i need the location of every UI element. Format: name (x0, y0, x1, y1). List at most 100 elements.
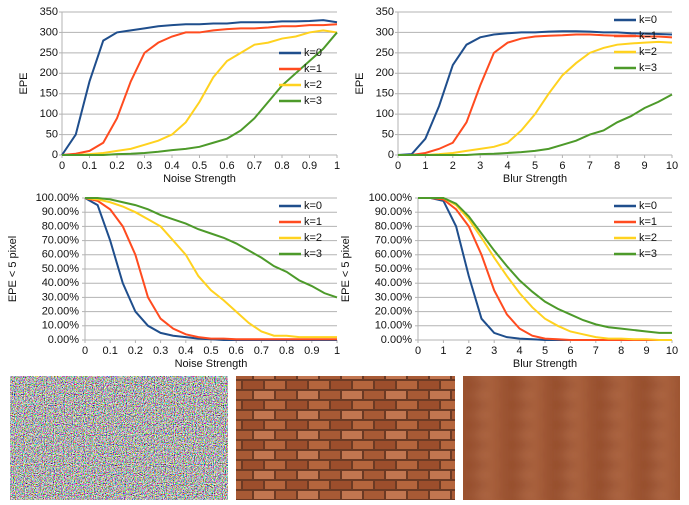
series-line (61, 23, 338, 156)
chart-panel: 0.00% 10.00% 20.00% 30.00% 40.00% 50.00% 60.00… (340, 192, 678, 370)
y-tick-label: 10.00% (42, 320, 80, 332)
y-tick-label: 80.00% (42, 220, 80, 232)
x-tick-label: 5 (532, 160, 538, 172)
x-tick-label: 6 (559, 160, 565, 172)
x-tick-label: 1 (334, 345, 340, 357)
x-axis-title: Blur Strength (503, 173, 567, 185)
x-tick-label: 6 (567, 345, 573, 357)
x-tick-label: 0.1 (82, 160, 97, 172)
legend-label: k=2 (304, 232, 322, 244)
y-axis-title: EPE (354, 72, 366, 94)
series-line (84, 197, 337, 339)
x-tick-label: 8 (618, 345, 624, 357)
legend-label: k=1 (304, 63, 322, 75)
series-line (398, 93, 673, 156)
y-tick-label: 250 (40, 47, 58, 59)
x-tick-label: 0.7 (247, 160, 262, 172)
y-tick-label: 70.00% (375, 235, 413, 247)
legend-label: k=3 (304, 248, 322, 260)
y-axis-title: EPE (18, 72, 30, 94)
y-tick-label: 250 (376, 47, 394, 59)
x-tick-label: 0.6 (229, 345, 244, 357)
y-tick-label: 150 (376, 88, 394, 100)
y-tick-label: 70.00% (42, 235, 80, 247)
legend-label: k=3 (639, 62, 657, 74)
series-line (61, 19, 338, 156)
y-tick-label: 100.00% (36, 192, 80, 204)
series-line (62, 29, 338, 156)
y-tick-label: 90.00% (42, 206, 80, 218)
y-tick-label: 200 (40, 67, 58, 79)
x-tick-label: 5 (542, 345, 548, 357)
x-tick-label: 1 (334, 160, 340, 172)
y-tick-label: 350 (376, 6, 394, 18)
x-tick-label: 3 (491, 345, 497, 357)
series-line (418, 197, 672, 341)
series-line (84, 197, 337, 341)
y-tick-label: 60.00% (375, 249, 413, 261)
legend-label: k=3 (639, 248, 657, 260)
x-tick-label: 0.5 (192, 160, 207, 172)
brick-image (236, 376, 455, 500)
y-tick-label: 50.00% (375, 263, 413, 275)
x-tick-label: 7 (587, 160, 593, 172)
y-tick-label: 30.00% (42, 291, 80, 303)
x-tick-label: 0 (82, 345, 88, 357)
x-tick-label: 0.3 (137, 160, 152, 172)
y-tick-label: 0 (52, 149, 58, 161)
y-tick-label: 50.00% (42, 263, 80, 275)
y-tick-label: 50 (46, 128, 58, 140)
series-line (62, 31, 338, 156)
x-tick-label: 0.9 (302, 160, 317, 172)
chart-panel: 0 50 100 150 200 250 300 350 0 1 2 3 4 5 6 7 8 9 10 Blur St… (354, 6, 678, 185)
x-tick-label: 2 (450, 160, 456, 172)
y-tick-label: 150 (40, 88, 58, 100)
x-tick-label: 4 (505, 160, 511, 172)
y-tick-label: 0.00% (381, 334, 412, 346)
x-tick-label: 0.8 (279, 345, 294, 357)
x-tick-label: 0.9 (304, 345, 319, 357)
x-tick-label: 0.1 (103, 345, 118, 357)
x-tick-label: 0.4 (164, 160, 179, 172)
legend-label: k=0 (639, 200, 657, 212)
x-tick-label: 0.5 (203, 345, 218, 357)
x-tick-label: 0.3 (153, 345, 168, 357)
y-axis-title: EPE < 5 pixel (7, 236, 19, 302)
y-tick-label: 20.00% (375, 306, 413, 318)
y-tick-label: 90.00% (375, 206, 413, 218)
legend-label: k=3 (304, 95, 322, 107)
x-axis-title: Noise Strength (175, 358, 248, 370)
series-line (397, 30, 673, 156)
legend-label: k=0 (304, 200, 322, 212)
x-tick-label: 3 (477, 160, 483, 172)
blurred-image (463, 376, 680, 500)
legend-label: k=0 (639, 14, 657, 26)
x-tick-label: 1 (440, 345, 446, 357)
legend-label: k=2 (304, 79, 322, 91)
x-tick-label: 8 (614, 160, 620, 172)
y-tick-label: 10.00% (375, 320, 413, 332)
x-tick-label: 9 (644, 345, 650, 357)
x-tick-label: 0.2 (128, 345, 143, 357)
x-tick-label: 0.6 (219, 160, 234, 172)
y-tick-label: 300 (40, 26, 58, 38)
y-tick-label: 100 (40, 108, 58, 120)
y-tick-label: 200 (376, 67, 394, 79)
x-axis-title: Noise Strength (163, 173, 236, 185)
x-tick-label: 4 (517, 345, 523, 357)
y-tick-label: 80.00% (375, 220, 413, 232)
chart-panel: 0 50 100 150 200 250 300 350 0 0.1 0.2 0.3 0.4 0.5 0.6… (18, 6, 340, 185)
y-axis-title: EPE < 5 pixel (340, 236, 352, 302)
legend-label: k=0 (304, 47, 322, 59)
x-tick-label: 0.8 (274, 160, 289, 172)
x-tick-label: 1 (422, 160, 428, 172)
chart-panel: 0.00% 10.00% 20.00% 30.00% 40.00% 50.00% 60.00… (7, 192, 340, 370)
x-tick-label: 0 (395, 160, 401, 172)
y-tick-label: 40.00% (375, 277, 413, 289)
series-line (398, 40, 673, 156)
y-tick-label: 40.00% (42, 277, 80, 289)
legend-label: k=2 (639, 232, 657, 244)
x-tick-label: 0 (415, 345, 421, 357)
